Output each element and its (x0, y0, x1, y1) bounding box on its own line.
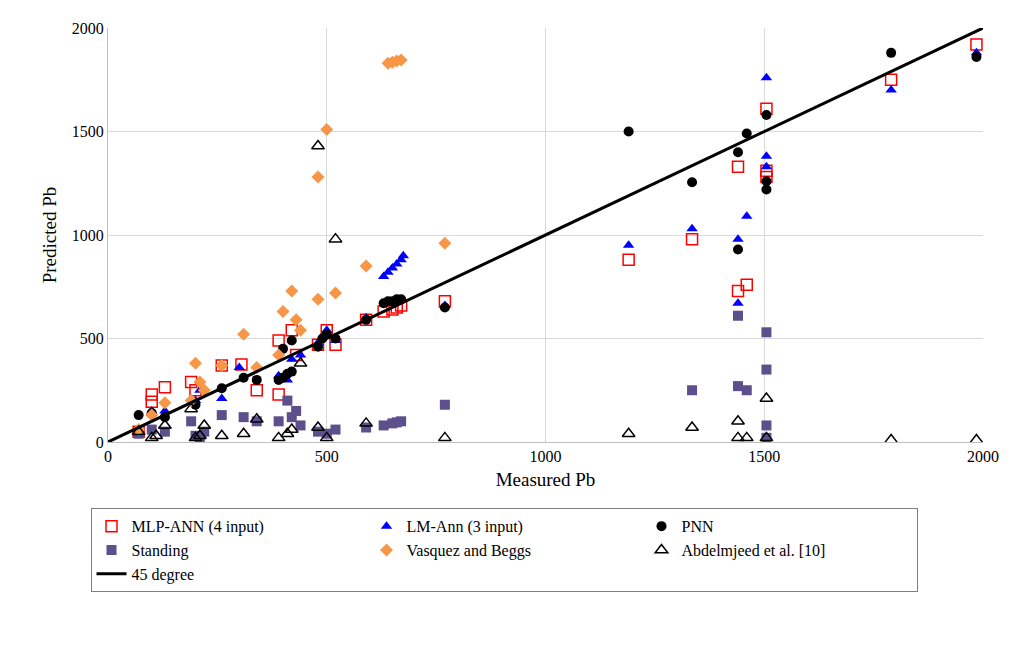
svg-text:45 degree: 45 degree (132, 566, 195, 584)
svg-text:0: 0 (96, 434, 104, 451)
svg-text:2000: 2000 (72, 20, 104, 37)
svg-text:0: 0 (104, 448, 112, 465)
svg-text:PNN: PNN (682, 518, 714, 535)
svg-text:MLP-ANN (4 input): MLP-ANN (4 input) (132, 518, 264, 536)
svg-text:Abdelmjeed et al. [10]: Abdelmjeed et al. [10] (682, 542, 826, 560)
svg-text:500: 500 (315, 448, 339, 465)
svg-text:1000: 1000 (72, 227, 104, 244)
svg-text:Predicted Pb: Predicted Pb (39, 187, 60, 284)
svg-text:2000: 2000 (967, 448, 999, 465)
svg-text:1500: 1500 (72, 123, 104, 140)
svg-text:Measured Pb: Measured Pb (496, 469, 596, 490)
svg-text:Standing: Standing (132, 542, 189, 560)
svg-text:Vasquez and Beggs: Vasquez and Beggs (407, 542, 531, 560)
svg-text:1500: 1500 (748, 448, 780, 465)
svg-text:1000: 1000 (530, 448, 562, 465)
svg-text:500: 500 (80, 330, 104, 347)
svg-text:LM-Ann (3 input): LM-Ann (3 input) (407, 518, 523, 536)
